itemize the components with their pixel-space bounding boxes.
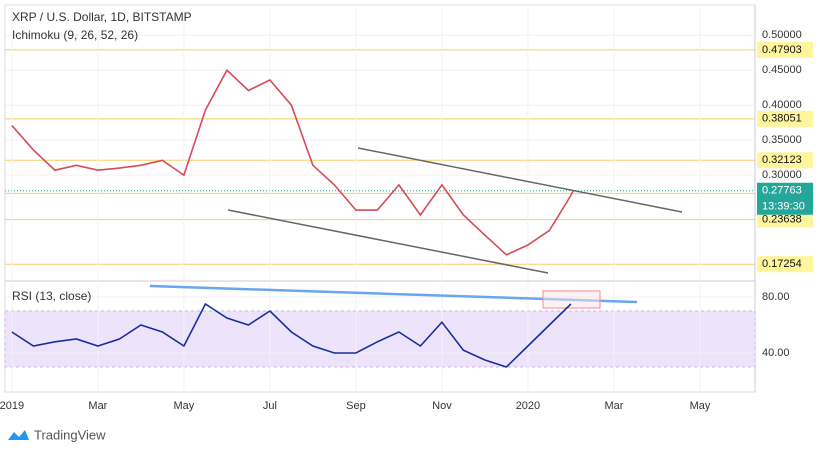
- x-tick-label: Mar: [88, 400, 107, 412]
- level-label: 0.38051: [762, 113, 802, 125]
- level-label: 0.32123: [762, 154, 802, 166]
- series-line: [11, 302, 572, 368]
- channel-upper: [357, 147, 683, 213]
- x-tick-label: 2019: [0, 400, 24, 412]
- last-price-label: 0.27763: [762, 185, 802, 197]
- logo: TradingView: [8, 427, 106, 442]
- x-tick-label: Nov: [432, 400, 452, 412]
- x-tick-label: Mar: [604, 400, 623, 412]
- series-line: [11, 68, 574, 256]
- rsi-title: RSI (13, close): [12, 289, 91, 303]
- indicator-label: Ichimoku (9, 26, 52, 26): [12, 28, 138, 42]
- y-tick-label: 0.35000: [762, 134, 802, 146]
- background-layer: [4, 8, 756, 395]
- rsi-band: [4, 310, 756, 368]
- level-label-bg: [757, 211, 813, 228]
- level-label-bg: [757, 152, 813, 169]
- level-label-bg: [757, 41, 813, 58]
- level-label: 0.47903: [762, 44, 802, 56]
- y-tick-label: 0.45000: [762, 64, 802, 76]
- footer-brand: TradingView: [34, 427, 106, 442]
- x-tick-label: 2020: [516, 400, 540, 412]
- level-label: 0.23638: [762, 214, 802, 226]
- last-price-bg: [757, 182, 813, 215]
- level-label-bg: [757, 110, 813, 127]
- x-tick-label: Sep: [346, 400, 366, 412]
- x-tick-label: May: [690, 400, 711, 412]
- x-tick-label: May: [174, 400, 195, 412]
- logo-icon: [8, 430, 29, 440]
- x-tick-label: Jul: [263, 400, 277, 412]
- level-label-bg: [757, 256, 813, 273]
- chart-title: XRP / U.S. Dollar, 1D, BITSTAMP: [12, 10, 192, 24]
- y-tick-label: 0.30000: [762, 169, 802, 181]
- y-tick-label: 0.50000: [762, 29, 802, 41]
- channel-lower: [227, 209, 549, 274]
- y-tick-label: 0.40000: [762, 99, 802, 111]
- y-tick-label: 40.00: [762, 347, 790, 359]
- y-tick-label: 80.00: [762, 291, 790, 303]
- countdown: 13:39:30: [762, 201, 805, 213]
- rsi-box: [542, 290, 601, 309]
- level-label: 0.17254: [762, 258, 802, 270]
